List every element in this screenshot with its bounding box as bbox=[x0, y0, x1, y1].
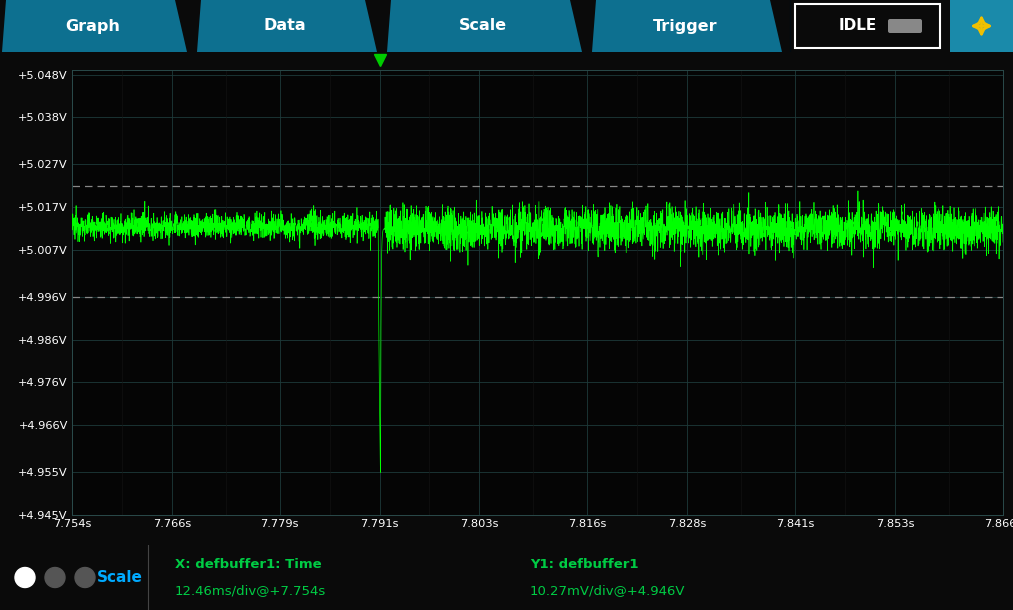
Circle shape bbox=[15, 567, 35, 587]
Text: Scale: Scale bbox=[97, 570, 143, 585]
Text: Trigger: Trigger bbox=[652, 18, 717, 34]
Circle shape bbox=[45, 567, 65, 587]
Bar bbox=[950, 0, 1013, 52]
FancyBboxPatch shape bbox=[888, 19, 922, 33]
Circle shape bbox=[75, 567, 95, 587]
Text: 10.27mV/div@+4.946V: 10.27mV/div@+4.946V bbox=[530, 584, 686, 597]
Polygon shape bbox=[592, 0, 782, 52]
Polygon shape bbox=[387, 0, 582, 52]
Polygon shape bbox=[197, 0, 377, 52]
Text: Graph: Graph bbox=[65, 18, 120, 34]
Bar bbox=[795, 4, 940, 48]
Text: 12.46ms/div@+7.754s: 12.46ms/div@+7.754s bbox=[175, 584, 326, 597]
Polygon shape bbox=[2, 0, 187, 52]
Text: IDLE: IDLE bbox=[839, 18, 876, 34]
Text: X: defbuffer1: Time: X: defbuffer1: Time bbox=[175, 558, 321, 571]
Text: Data: Data bbox=[263, 18, 306, 34]
Text: Scale: Scale bbox=[459, 18, 506, 34]
Text: Y1: defbuffer1: Y1: defbuffer1 bbox=[530, 558, 638, 571]
